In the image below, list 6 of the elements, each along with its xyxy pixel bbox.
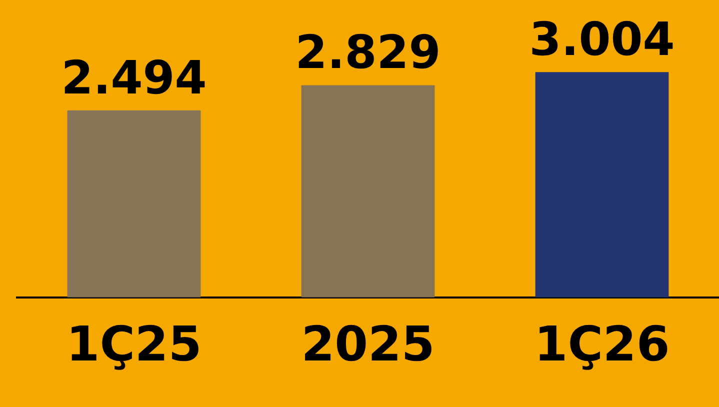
data-label: 2.829 [295, 25, 441, 80]
data-label: 2.494 [61, 50, 207, 104]
x-tick-label: 1Ç26 [534, 316, 670, 373]
x-tick-label: 1Ç25 [66, 316, 202, 373]
x-tick-label: 2025 [301, 316, 435, 373]
data-label: 3.004 [529, 12, 675, 66]
